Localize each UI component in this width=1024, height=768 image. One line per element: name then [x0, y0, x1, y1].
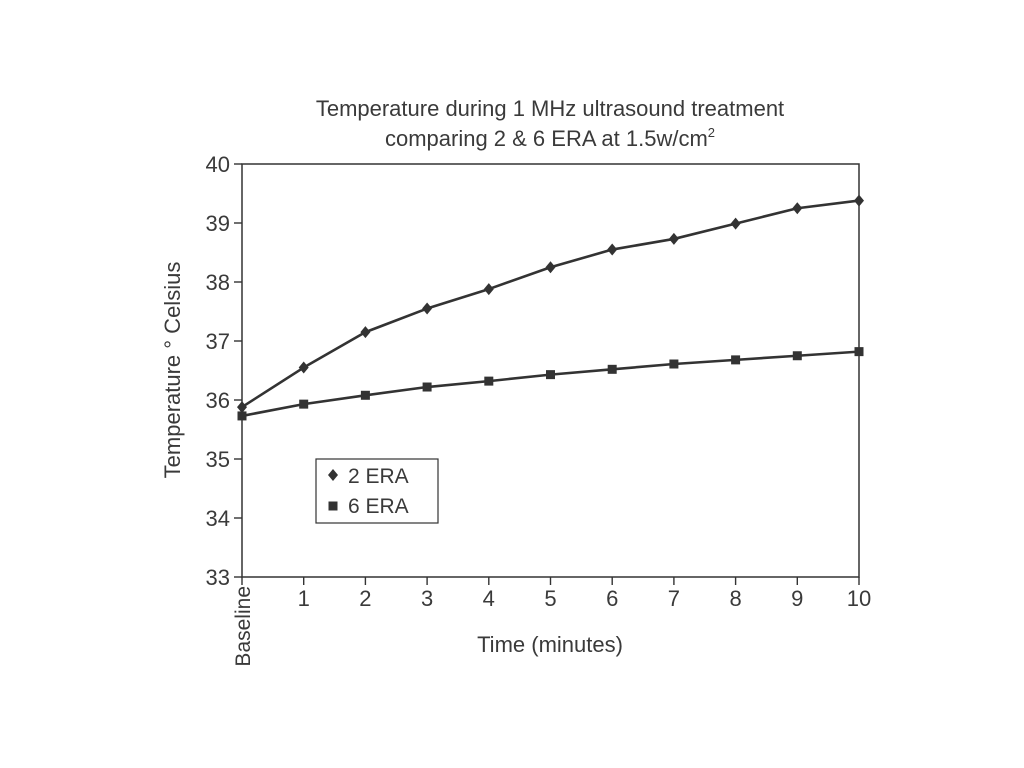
data-point-2era [668, 232, 679, 245]
data-point-6era [237, 411, 247, 421]
chart-title: Temperature during 1 MHz ultrasound trea… [316, 96, 784, 121]
x-tick-label: 3 [421, 586, 433, 611]
data-point-6era [422, 382, 432, 392]
chart-subtitle-sup: 2 [708, 125, 715, 140]
x-tick-label: 5 [544, 586, 556, 611]
legend: 2 ERA 6 ERA [315, 458, 439, 524]
data-point-6era [484, 376, 494, 386]
series-layer [237, 194, 864, 421]
y-tick-label: 40 [206, 152, 230, 177]
data-point-6era [854, 347, 864, 357]
legend-label-6era: 6 ERA [348, 495, 409, 518]
chart-subtitle: comparing 2 & 6 ERA at 1.5w/cm2 [385, 125, 715, 151]
y-tick-label: 37 [206, 329, 230, 354]
y-tick-label: 36 [206, 388, 230, 413]
y-tick-label: 35 [206, 447, 230, 472]
data-point-6era [731, 355, 741, 365]
data-point-2era [360, 326, 371, 339]
x-axis-label: Time (minutes) [477, 632, 623, 657]
x-tick-label: 4 [483, 586, 495, 611]
series-line-6era [241, 350, 860, 418]
x-tick-label: 2 [359, 586, 371, 611]
chart-subtitle-main: comparing 2 & 6 ERA at 1.5w/cm [385, 126, 708, 151]
data-point-2era [545, 261, 556, 274]
data-point-2era [730, 217, 741, 230]
data-point-6era [299, 399, 309, 409]
x-axis: Baseline 1 2 3 4 5 6 7 8 9 10 [232, 577, 871, 667]
data-point-2era [607, 243, 618, 256]
data-point-6era [792, 351, 802, 361]
data-point-2era [792, 202, 803, 215]
data-point-2era [298, 361, 309, 374]
y-axis-label: Temperature ° Celsius [160, 262, 185, 479]
data-point-2era [483, 283, 494, 296]
y-tick-label: 39 [206, 211, 230, 236]
x-tick-label: 6 [606, 586, 618, 611]
data-point-6era [607, 364, 617, 374]
x-tick-label: 8 [729, 586, 741, 611]
data-point-6era [669, 359, 679, 369]
x-tick-label: 9 [791, 586, 803, 611]
legend-marker-2era [328, 469, 338, 481]
legend-box [315, 458, 439, 524]
x-tick-label: 1 [298, 586, 310, 611]
y-tick-label: 38 [206, 270, 230, 295]
x-tick-label: Baseline [232, 586, 255, 667]
y-axis: 33 34 35 36 37 38 39 40 [206, 152, 242, 590]
y-tick-label: 33 [206, 565, 230, 590]
data-point-2era [854, 194, 864, 207]
y-tick-label: 34 [206, 506, 230, 531]
legend-marker-6era [328, 501, 338, 511]
data-point-2era [237, 401, 247, 414]
legend-label-2era: 2 ERA [348, 465, 409, 488]
x-tick-label: 10 [847, 586, 871, 611]
data-point-6era [546, 370, 555, 380]
data-point-6era [360, 390, 370, 400]
data-point-2era [422, 302, 433, 315]
x-tick-label: 7 [668, 586, 680, 611]
